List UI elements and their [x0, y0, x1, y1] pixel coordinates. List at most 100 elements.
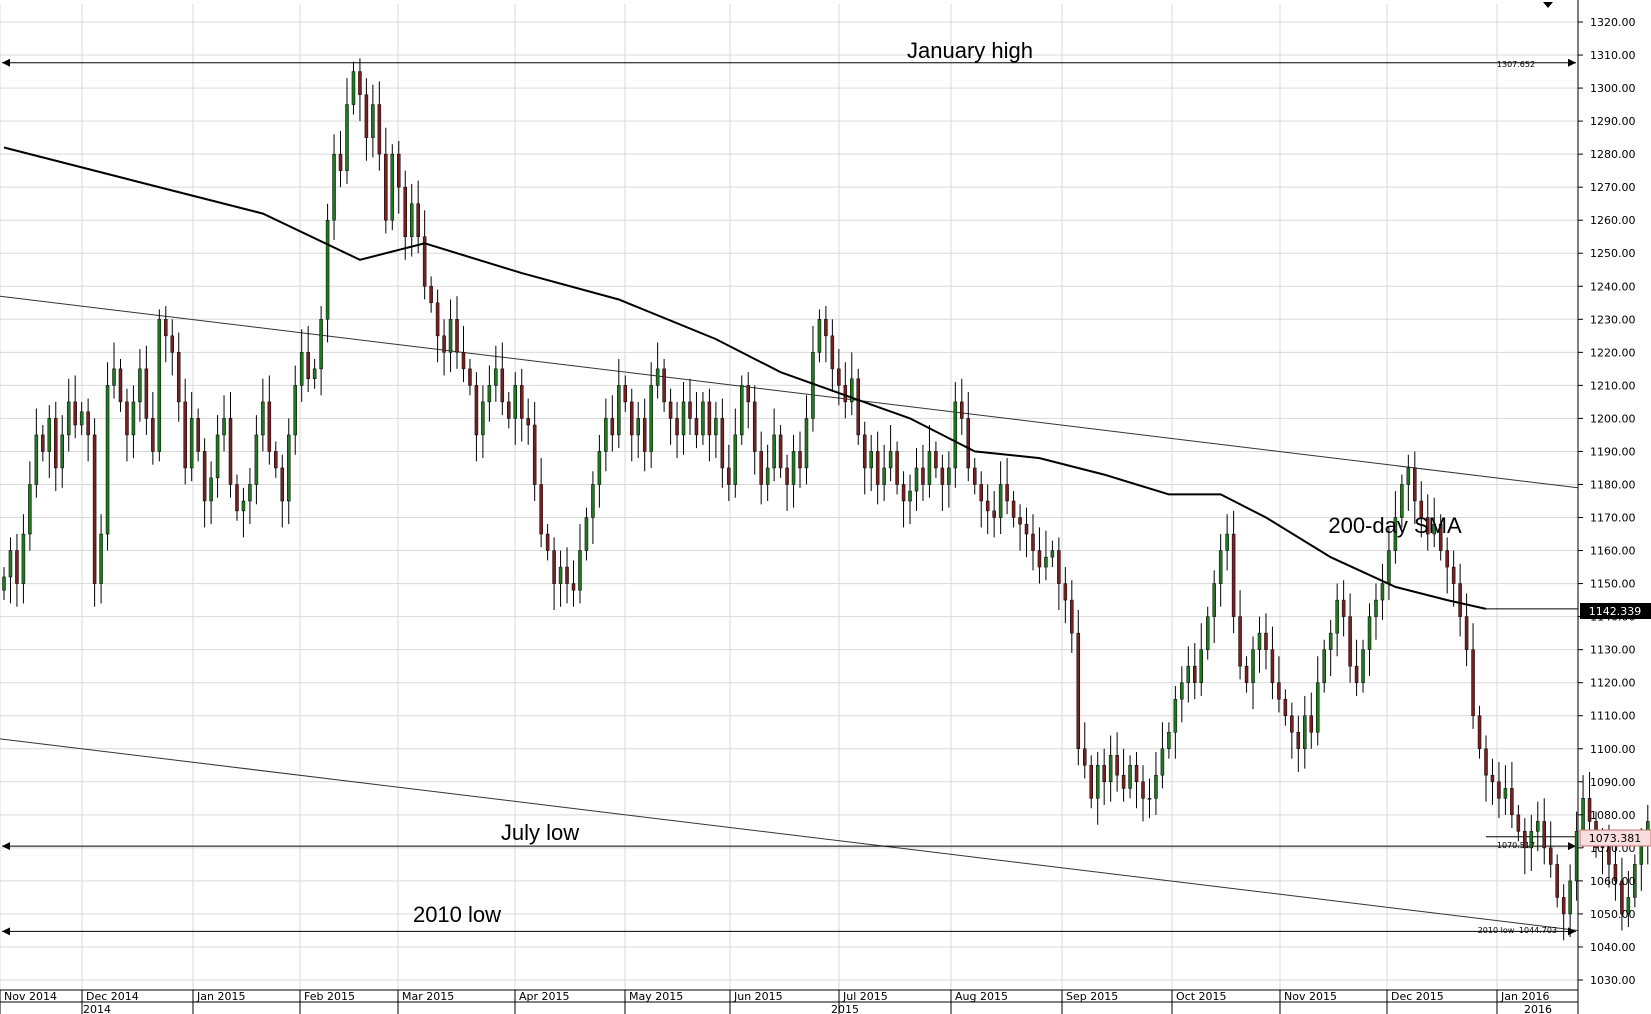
- candle-up: [882, 467, 886, 485]
- candle-down: [235, 484, 239, 512]
- candle-up: [888, 451, 893, 469]
- annotation-labels: January high July low 2010 low 200-day S…: [413, 38, 1557, 935]
- candle-down: [746, 385, 750, 403]
- last-price-tag-text: 1073.381: [1589, 832, 1642, 845]
- candle-up: [8, 550, 13, 578]
- candle-down: [1102, 765, 1106, 783]
- candle-down: [54, 418, 58, 469]
- candle-down: [1458, 583, 1462, 617]
- candle-down: [1193, 665, 1197, 683]
- y-tick-label: 1270.00: [1590, 181, 1636, 194]
- x-tick-label: Dec 2015: [1391, 990, 1444, 1003]
- y-tick-label: 1300.00: [1590, 82, 1636, 95]
- candle-down: [1426, 517, 1430, 535]
- chevron-down-icon[interactable]: [1543, 2, 1553, 8]
- candle-down: [862, 434, 867, 469]
- candle-down: [837, 368, 841, 386]
- x-year-label: 2016: [1524, 1003, 1552, 1014]
- candle-up: [681, 401, 686, 436]
- candle-up: [131, 401, 136, 436]
- candle-down: [1283, 698, 1288, 716]
- y-tick-label: 1320.00: [1590, 16, 1636, 29]
- candle-down: [727, 467, 731, 485]
- y-tick-label: 1290.00: [1590, 115, 1636, 128]
- candle-down: [170, 335, 175, 353]
- candle-down: [979, 484, 983, 502]
- candle-down: [1309, 715, 1314, 733]
- candle-down: [921, 467, 925, 485]
- candle-down: [843, 385, 848, 403]
- candle-down: [1244, 665, 1249, 683]
- candle-up: [1335, 599, 1339, 634]
- trendline: [0, 295, 1579, 489]
- x-tick-label: Sep 2015: [1066, 990, 1118, 1003]
- candle-up: [189, 418, 194, 469]
- candle-up: [1633, 864, 1637, 898]
- candle-up: [701, 401, 705, 436]
- level-arrow-left: [2, 58, 10, 67]
- candle-up: [112, 368, 116, 386]
- candle-down: [901, 484, 906, 502]
- candle-down: [1555, 864, 1559, 898]
- candle-down: [972, 467, 977, 485]
- candle-up: [733, 434, 738, 485]
- candle-down: [442, 335, 446, 353]
- candle-up: [157, 319, 162, 452]
- candle-down: [1018, 517, 1022, 525]
- candle-down: [228, 418, 233, 485]
- candle-up: [1529, 831, 1534, 849]
- candle-up: [817, 319, 822, 353]
- candle-down: [455, 319, 459, 353]
- x-tick-label: Mar 2015: [402, 990, 454, 1003]
- x-tick-label: Jul 2015: [842, 990, 888, 1003]
- candle-down: [539, 484, 543, 535]
- candle-down: [1613, 864, 1618, 882]
- candle-down: [1477, 715, 1482, 750]
- candle-up: [914, 467, 919, 492]
- candle-down: [940, 467, 945, 485]
- candle-down: [1121, 774, 1126, 789]
- x-tick-label: Oct 2015: [1176, 990, 1227, 1003]
- candle-down: [416, 203, 420, 237]
- horizontal-levels: [2, 58, 1578, 936]
- candle-up: [28, 484, 32, 535]
- candle-up: [908, 490, 912, 502]
- candle-down: [1270, 649, 1275, 683]
- low-2010-label: 2010 low: [413, 902, 501, 927]
- candle-down: [1264, 632, 1268, 650]
- candle-up: [487, 385, 492, 403]
- candle-down: [1115, 755, 1119, 776]
- candle-up: [1199, 649, 1203, 683]
- candle-up: [558, 566, 563, 584]
- x-axis: Nov 2014 Dec 2014 Jan 2015 Feb 2015 Mar 2015…: [0, 990, 1578, 1014]
- candle-down: [688, 401, 692, 419]
- candle-up: [312, 368, 317, 380]
- candle-down: [500, 368, 505, 403]
- trendlines: [0, 295, 1579, 931]
- candle-up: [332, 153, 336, 221]
- candle-up: [47, 418, 52, 452]
- candle-down: [1141, 781, 1145, 799]
- candle-down: [642, 418, 647, 452]
- candle-down: [384, 153, 388, 221]
- candle-down: [1296, 731, 1301, 750]
- candle-up: [34, 434, 39, 485]
- candle-up: [1322, 649, 1326, 683]
- y-tick-label: 1210.00: [1590, 379, 1636, 392]
- candle-up: [1568, 880, 1572, 915]
- y-tick-label: 1170.00: [1590, 512, 1636, 525]
- candle-down: [1348, 616, 1352, 667]
- candle-down: [183, 401, 187, 469]
- low-2010-value: 1044.703: [1519, 926, 1557, 935]
- candle-down: [1413, 467, 1417, 502]
- candle-down: [934, 451, 938, 469]
- y-tick-label: 1090.00: [1590, 776, 1636, 789]
- candle-up: [617, 385, 621, 436]
- candle-down: [532, 424, 537, 485]
- july-low-value: 1070.517: [1497, 841, 1535, 850]
- x-tick-label: Jan 2016: [1500, 990, 1549, 1003]
- candle-down: [552, 550, 556, 584]
- candle-up: [371, 104, 375, 138]
- candle-down: [798, 451, 802, 469]
